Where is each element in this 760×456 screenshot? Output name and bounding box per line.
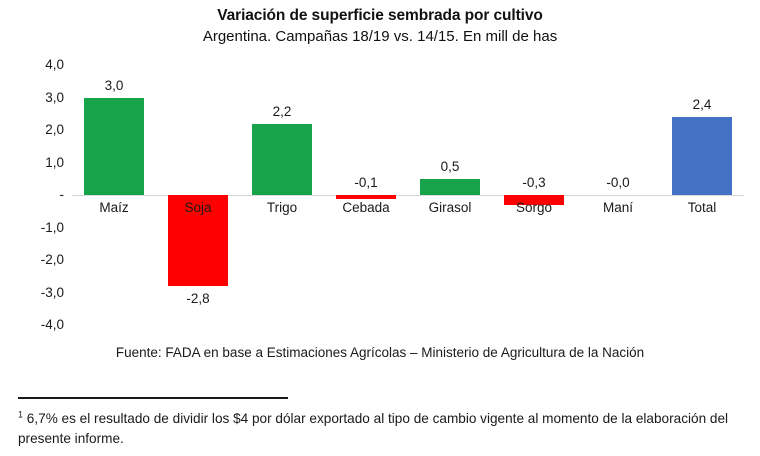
y-axis-tick-label: -2,0 [40, 252, 64, 267]
bar-value-label: -0,3 [522, 175, 546, 190]
bar-chart: 4,0 3,0 2,0 1,0 - -1,0 -2,0 -3,0 -4,0 3,0 Maíz -2,… [0, 48, 760, 338]
chart-title-block: Variación de superficie sembrada por cul… [0, 6, 760, 47]
bar-value-label: 0,5 [440, 158, 460, 174]
y-axis: 4,0 3,0 2,0 1,0 - -1,0 -2,0 -3,0 -4,0 [8, 48, 64, 338]
footnote-separator [18, 397, 288, 399]
x-axis-category-label: Trigo [266, 200, 298, 215]
bar-group: 3,0 Maíz [72, 48, 156, 338]
bar-maíz[interactable] [84, 97, 144, 195]
bar-group: 2,2 Trigo [240, 48, 324, 338]
y-axis-tick-label: 3,0 [45, 89, 64, 105]
source-note: Fuente: FADA en base a Estimaciones Agrí… [115, 345, 645, 360]
bar-value-label: -0,1 [354, 175, 378, 190]
y-axis-tick-label: - [59, 187, 65, 202]
chart-subtitle: Argentina. Campañas 18/19 vs. 14/15. En … [202, 28, 558, 45]
footnote: 1 6,7% es el resultado de dividir los $4… [18, 409, 744, 449]
x-axis-category-label: Sorgo [515, 200, 553, 215]
bar-group: -0,3 Sorgo [492, 48, 576, 338]
bar-value-label: -2,8 [186, 291, 210, 306]
bars-layer: 3,0 Maíz -2,8 Soja 2,2 Trigo -0,1 Cebada 0,5 Gira… [72, 48, 744, 338]
bar-cebada[interactable] [336, 195, 396, 199]
bar-group: 2,4 Total [660, 48, 744, 338]
bar-value-label: -0,0 [606, 175, 630, 190]
x-axis-category-label: Girasol [428, 200, 472, 215]
bar-value-label: 3,0 [104, 77, 124, 93]
y-axis-tick-label: -4,0 [40, 317, 64, 332]
y-axis-tick-label: 1,0 [45, 154, 64, 170]
x-axis-category-label: Total [687, 200, 717, 215]
x-axis-category-label: Maní [602, 200, 634, 215]
zero-axis-line [72, 195, 744, 196]
bar-value-label: 2,2 [272, 103, 292, 119]
page-title: Variación de superficie sembrada por cul… [217, 7, 543, 24]
bar-group: -0,1 Cebada [324, 48, 408, 338]
y-axis-tick-label: -3,0 [40, 284, 64, 300]
x-axis-category-label: Cebada [342, 200, 390, 215]
footnote-marker: 1 [18, 409, 24, 420]
y-axis-tick-label: -1,0 [40, 219, 64, 235]
footnote-body: 6,7% es el resultado de dividir los $4 p… [18, 411, 729, 446]
x-axis-category-label: Soja [184, 200, 212, 215]
bar-trigo[interactable] [252, 123, 312, 195]
bar-soja[interactable] [168, 195, 228, 286]
bar-value-label: 2,4 [692, 97, 712, 112]
bar-group: -0,0 Maní [576, 48, 660, 338]
bar-sorgo[interactable] [504, 195, 564, 205]
y-axis-tick-label: 2,0 [45, 122, 64, 137]
bar-total[interactable] [672, 117, 732, 195]
bar-girasol[interactable] [420, 178, 480, 195]
bar-group: 0,5 Girasol [408, 48, 492, 338]
y-axis-tick-label: 4,0 [45, 57, 64, 72]
bar-group: -2,8 Soja [156, 48, 240, 338]
x-axis-category-label: Maíz [99, 200, 129, 215]
